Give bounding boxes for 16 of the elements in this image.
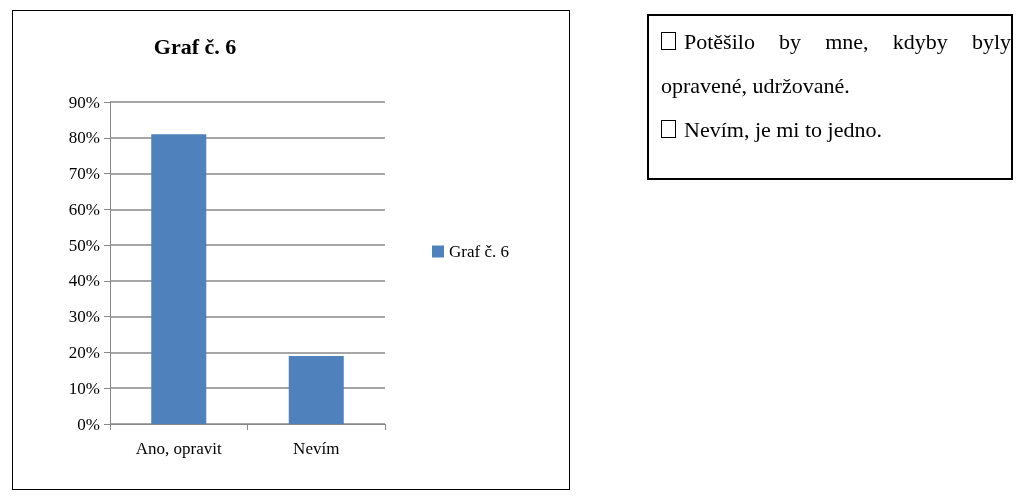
y-tick-label: 20% — [68, 342, 100, 362]
y-tick-label: 70% — [68, 164, 100, 184]
y-tick-label: 0% — [77, 414, 100, 434]
y-tick-label: 60% — [68, 199, 100, 219]
y-tick-label: 50% — [68, 235, 100, 255]
y-tick-label: 80% — [68, 128, 100, 148]
chart-title: Graf č. 6 — [153, 33, 237, 59]
text: Nevím, je mi to jedno. — [683, 116, 883, 144]
y-tick-label: 40% — [68, 271, 100, 291]
y-tick-label: 30% — [68, 307, 100, 327]
y-tick-label: 90% — [68, 92, 100, 112]
legend-label: Graf č. 6 — [449, 242, 509, 261]
y-tick-label: 10% — [68, 378, 100, 398]
x-tick-label: Nevím — [293, 439, 340, 458]
text: Potěšilo by mne, kdyby byly opravené, udržované. — [661, 28, 1011, 100]
x-tick-label: Ano, opravit — [135, 439, 222, 458]
